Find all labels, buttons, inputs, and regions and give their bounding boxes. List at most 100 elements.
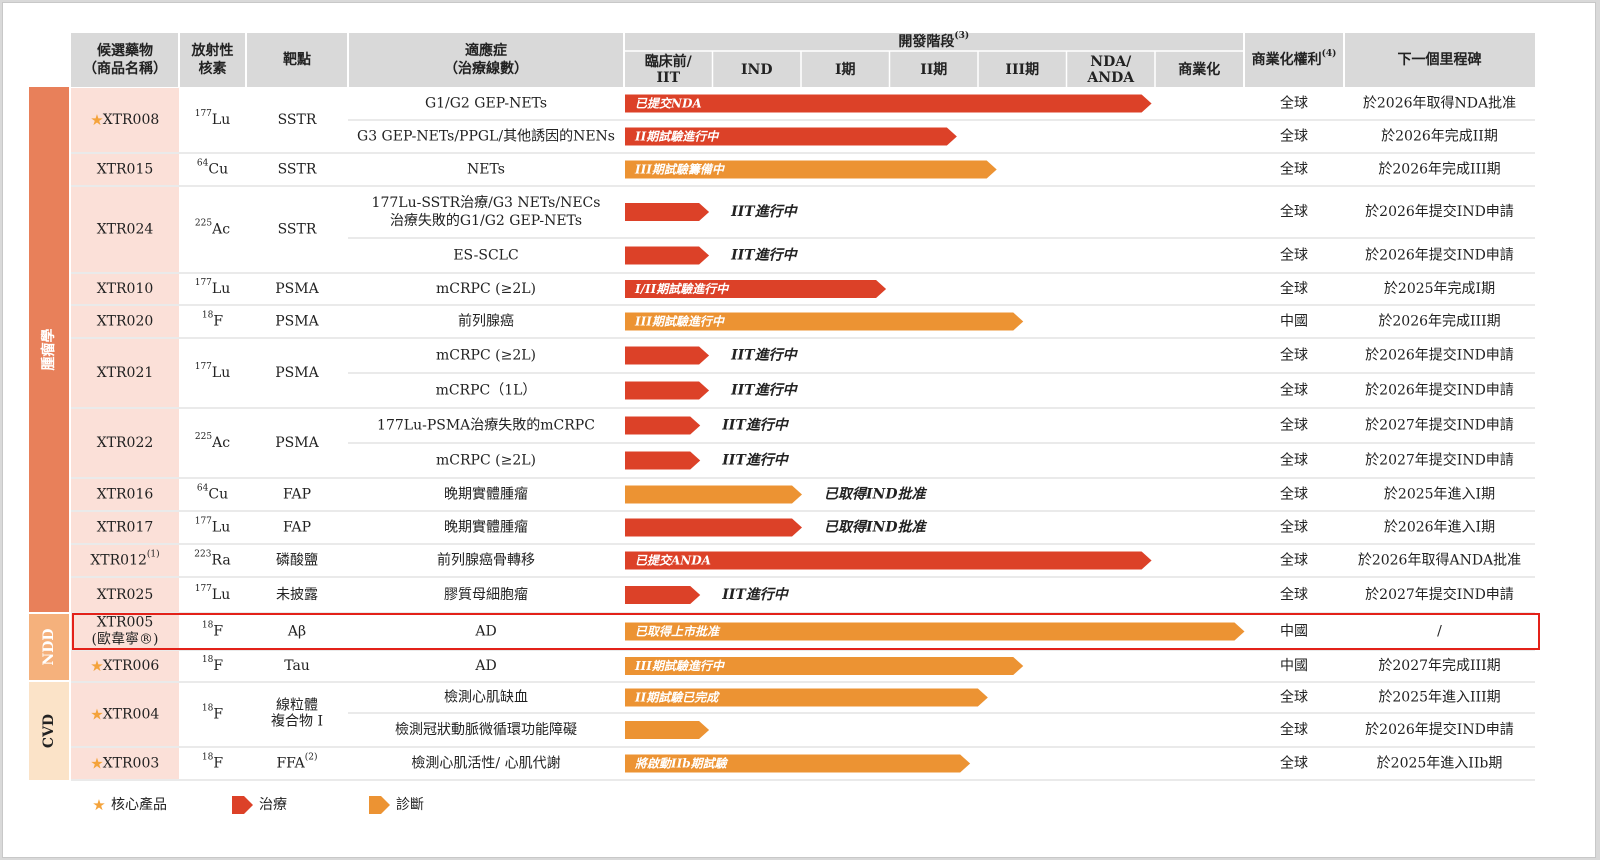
phase-status-label: III期試驗籌備中 <box>634 163 726 177</box>
rights-cell: 全球 <box>1280 452 1308 469</box>
isotope-cell: 64Cu <box>197 159 228 178</box>
phase-status-label: IIT進行中 <box>730 247 799 264</box>
target-cell: 磷酸鹽 <box>276 553 318 569</box>
candidate-name: XTR005 <box>97 615 154 631</box>
rights-cell: 中國 <box>1280 314 1308 330</box>
candidate-name: XTR003 <box>103 756 160 772</box>
milestone-cell: 於2026年完成II期 <box>1381 129 1498 145</box>
indication-cell: NETs <box>467 162 505 178</box>
milestone-cell: 於2026年進入I期 <box>1384 520 1495 536</box>
phase-progress-bar <box>625 451 701 470</box>
milestone-cell: 於2025年進入I期 <box>1384 487 1495 503</box>
phase-progress-bar <box>625 721 710 739</box>
isotope-cell: 64Cu <box>197 484 228 503</box>
isotope-cell: 18F <box>202 753 223 772</box>
header-milestone: 下一個里程碑 <box>1398 51 1482 68</box>
candidate-cell <box>71 339 179 407</box>
rights-cell: 全球 <box>1280 161 1308 178</box>
isotope-cell: 177Lu <box>195 109 231 128</box>
indication-cell: 177Lu-SSTR治療/G3 NETs/NECs <box>372 194 601 211</box>
phase-progress-bar <box>625 657 1024 675</box>
phase-status-label: IIT進行中 <box>721 417 790 434</box>
candidate-cell <box>71 512 179 543</box>
candidate-name: XTR020 <box>97 314 154 330</box>
phase-status-label: IIT進行中 <box>730 347 799 364</box>
candidate-cell <box>71 683 179 746</box>
milestone-cell: 於2026年取得NDA批准 <box>1363 95 1516 112</box>
milestone-cell: 於2026年完成III期 <box>1378 314 1500 330</box>
indication-cell: 晚期實體腫瘤 <box>444 519 528 536</box>
phase-label: II期 <box>920 62 947 78</box>
milestone-cell: 於2025年進入III期 <box>1378 690 1500 706</box>
rights-cell: 全球 <box>1280 486 1308 503</box>
indication-cell: mCRPC (≥2L) <box>436 281 536 297</box>
target-cell: PSMA <box>275 281 319 297</box>
target-cell: PSMA <box>275 314 319 330</box>
phase-progress-bar <box>625 94 1152 113</box>
milestone-cell: 於2026年提交IND申請 <box>1365 347 1514 364</box>
category-band <box>29 682 69 780</box>
phase-progress-bar <box>625 622 1245 641</box>
milestone-cell: 於2025年完成I期 <box>1384 281 1495 297</box>
milestone-cell: 於2026年提交IND申請 <box>1365 721 1514 738</box>
phase-status-label: IIT進行中 <box>721 452 790 469</box>
target-cell: SSTR <box>278 162 317 178</box>
isotope-cell: 223Ra <box>194 550 230 569</box>
legend-therapy-swatch <box>232 796 253 814</box>
target-cell: 線粒體 <box>276 698 318 714</box>
legend-diagnosis-swatch <box>369 796 390 814</box>
phase-status-label: IIT進行中 <box>730 203 799 220</box>
phase-label: 商業化 <box>1178 61 1220 78</box>
rights-cell: 中國 <box>1280 624 1308 640</box>
target-cell: Aβ <box>287 624 306 640</box>
phase-progress-bar <box>625 280 887 298</box>
target-cell: 未披露 <box>276 587 318 603</box>
rights-cell: 全球 <box>1280 417 1308 434</box>
target-cell: Tau <box>284 658 310 674</box>
milestone-cell: / <box>1437 624 1442 640</box>
isotope-cell: 225Ac <box>195 219 230 238</box>
milestone-cell: 於2025年進入IIb期 <box>1377 756 1503 772</box>
phase-progress-bar <box>625 346 710 365</box>
candidate-name: XTR006 <box>103 658 160 674</box>
rights-cell: 全球 <box>1280 128 1308 145</box>
milestone-cell: 於2026年提交IND申請 <box>1365 382 1514 399</box>
target-cell: PSMA <box>275 435 319 451</box>
target-cell: SSTR <box>278 222 317 238</box>
candidate-cell <box>71 274 179 304</box>
target-cell: PSMA <box>275 365 319 381</box>
target-cell-line2: 複合物 I <box>271 713 323 730</box>
phase-progress-bar <box>625 312 1024 331</box>
legend-therapy-label: 治療 <box>259 796 287 813</box>
indication-cell: 檢測心肌缺血 <box>444 689 528 706</box>
isotope-cell: 18F <box>202 311 223 330</box>
isotope-cell: 177Lu <box>195 278 231 297</box>
header-rights: 商業化權利(4) <box>1252 48 1337 68</box>
candidate-name: XTR024 <box>97 222 154 238</box>
phase-progress-bar <box>625 381 710 400</box>
candidate-name: XTR016 <box>97 487 154 503</box>
phase-label: III期 <box>1005 62 1039 78</box>
header-isotope: 放射性 <box>191 42 234 59</box>
milestone-cell: 於2026年完成III期 <box>1378 162 1500 178</box>
phase-status-label: IIT進行中 <box>730 382 799 399</box>
phase-status-label: II期試驗已完成 <box>634 691 720 705</box>
phase-status-label: 已提交NDA <box>635 97 702 111</box>
category-label: CVD <box>41 714 57 748</box>
rights-cell: 全球 <box>1280 382 1308 399</box>
isotope-cell: 177Lu <box>195 517 231 536</box>
target-cell: FFA(2) <box>276 752 317 772</box>
rights-cell: 全球 <box>1280 247 1308 264</box>
indication-cell: G1/G2 GEP-NETs <box>425 96 547 112</box>
header-phase-group: 開發階段(3) <box>898 30 969 50</box>
indication-cell: mCRPC (≥2L) <box>436 453 536 469</box>
milestone-cell: 於2027年提交IND申請 <box>1365 586 1514 603</box>
indication-cell: 晚期實體腫瘤 <box>444 486 528 503</box>
phase-label: ANDA <box>1086 70 1135 86</box>
candidate-cell <box>71 614 179 649</box>
phase-progress-bar <box>625 586 701 604</box>
phase-progress-bar <box>625 203 710 221</box>
header-indication-sub: （治療線數） <box>444 60 528 77</box>
phase-status-label: III期試驗進行中 <box>634 315 726 329</box>
phase-label: I期 <box>835 62 856 78</box>
